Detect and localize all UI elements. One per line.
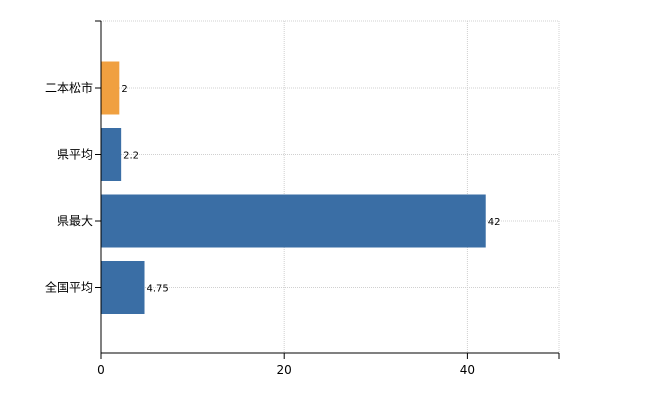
y-tick-label: 二本松市 [45, 80, 93, 95]
bar-4 [101, 261, 145, 314]
bar-3 [101, 194, 486, 248]
x-tick-label: 20 [277, 363, 292, 377]
x-tick-label: 0 [97, 363, 105, 377]
bar-value-label: 2 [121, 84, 127, 95]
gridlines [101, 20, 560, 353]
y-tick-label: 県平均 [57, 148, 93, 162]
bar-value-label: 2.2 [123, 151, 139, 162]
bar-2 [101, 128, 122, 181]
bar-1 [101, 61, 120, 115]
x-tick-label: 40 [460, 363, 475, 377]
bar-value-label: 42 [488, 217, 501, 228]
y-tick-label: 県最大 [57, 214, 93, 228]
y-tick-label: 全国平均 [45, 280, 93, 295]
bar-value-label: 4.75 [147, 284, 169, 295]
bars: 2 2.2 42 4.75 [101, 61, 501, 314]
